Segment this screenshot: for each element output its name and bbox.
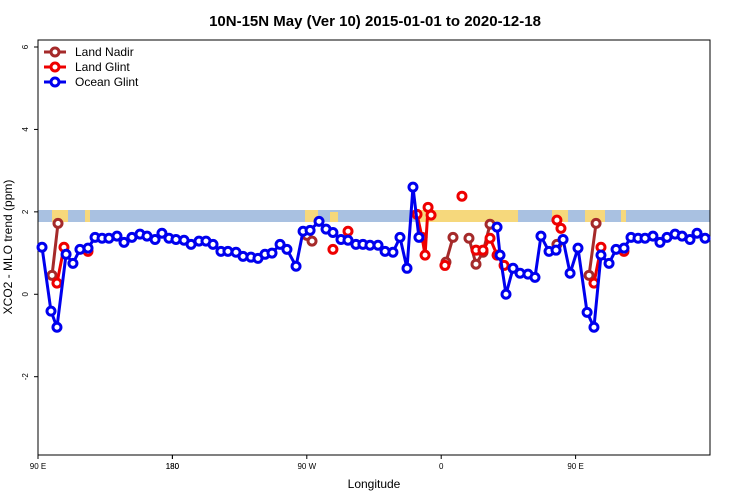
point — [45, 305, 57, 317]
legend-label: Ocean Glint — [75, 75, 139, 89]
point — [46, 269, 58, 281]
legend-label: Land Nadir — [75, 45, 134, 59]
point — [342, 225, 354, 237]
x-tick-label: 180 — [166, 462, 180, 471]
map-strip — [38, 210, 710, 222]
point — [583, 269, 595, 281]
point — [550, 244, 562, 256]
point — [118, 236, 130, 248]
point — [603, 257, 615, 269]
y-tick-label: 2 — [21, 209, 30, 214]
point — [342, 234, 354, 246]
point — [82, 242, 94, 254]
point — [529, 271, 541, 283]
x-tick-label: 90 E — [567, 462, 583, 471]
x-tick-label: 0 — [439, 462, 444, 471]
point — [500, 288, 512, 300]
point — [111, 230, 123, 242]
point — [470, 258, 482, 270]
point — [581, 306, 593, 318]
point — [572, 242, 584, 254]
ocean-band — [38, 210, 710, 222]
point — [207, 238, 219, 250]
point — [654, 236, 666, 248]
legend-marker — [49, 76, 61, 88]
point — [551, 214, 563, 226]
point — [564, 267, 576, 279]
land-patch — [330, 212, 338, 222]
point — [156, 227, 168, 239]
point — [507, 262, 519, 274]
point — [699, 232, 711, 244]
land-patch — [85, 210, 90, 222]
chart-title: 10N-15N May (Ver 10) 2015-01-01 to 2020-… — [209, 13, 541, 30]
land-patch — [621, 210, 626, 222]
point — [439, 259, 451, 271]
point — [618, 242, 630, 254]
point — [327, 226, 339, 238]
point — [327, 243, 339, 255]
point — [555, 222, 567, 234]
point — [463, 232, 475, 244]
point — [456, 190, 468, 202]
point — [36, 241, 48, 253]
point — [447, 231, 459, 243]
point — [491, 221, 503, 233]
legend-marker — [49, 46, 61, 58]
point — [484, 232, 496, 244]
point — [588, 321, 600, 333]
point — [274, 238, 286, 250]
point — [407, 181, 419, 193]
point — [372, 239, 384, 251]
point — [419, 249, 431, 261]
point — [290, 260, 302, 272]
point — [51, 277, 63, 289]
land-patch — [585, 210, 605, 222]
point — [52, 217, 64, 229]
point — [401, 262, 413, 274]
point — [494, 249, 506, 261]
point — [51, 321, 63, 333]
point — [266, 247, 278, 259]
point — [387, 246, 399, 258]
point — [557, 233, 569, 245]
land-patch — [418, 210, 518, 222]
x-tick-label: 90 E — [30, 462, 46, 471]
point — [413, 231, 425, 243]
point — [281, 243, 293, 255]
point — [684, 233, 696, 245]
point — [477, 244, 489, 256]
point — [535, 230, 547, 242]
x-tick-label: 180 — [166, 462, 180, 471]
y-tick-label: 0 — [21, 292, 30, 297]
point — [691, 227, 703, 239]
point — [394, 231, 406, 243]
y-tick-label: 6 — [21, 44, 30, 49]
point — [60, 248, 72, 260]
point — [590, 217, 602, 229]
y-tick-label: -2 — [21, 373, 30, 381]
legend-label: Land Glint — [75, 60, 130, 74]
y-axis-label: XCO2 - MLO trend (ppm) — [1, 180, 15, 315]
y-tick-label: 4 — [21, 127, 30, 132]
point — [425, 209, 437, 221]
point — [67, 257, 79, 269]
point — [313, 215, 325, 227]
point — [149, 233, 161, 245]
legend-marker — [49, 61, 61, 73]
point — [306, 235, 318, 247]
x-tick-label: 90 W — [297, 462, 316, 471]
point — [304, 224, 316, 236]
point — [647, 230, 659, 242]
x-axis-label: Longitude — [348, 477, 401, 491]
point — [595, 249, 607, 261]
